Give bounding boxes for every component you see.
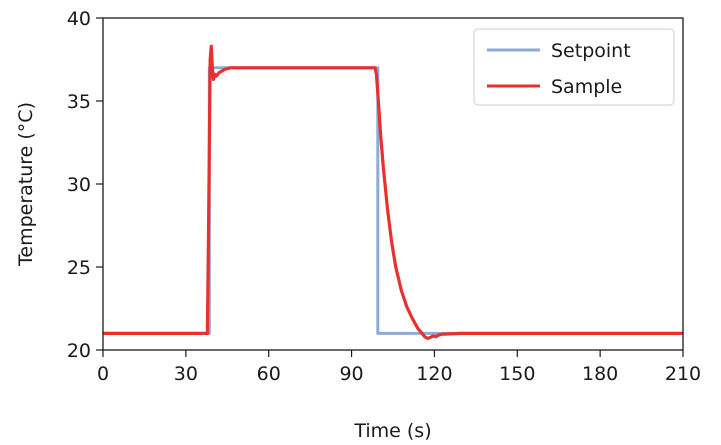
x-tick-label: 90: [339, 363, 363, 385]
y-tick-label: 25: [67, 257, 91, 279]
legend-label-sample: Sample: [551, 76, 622, 98]
x-axis-ticks: 0 30 60 90 120 150 180 210: [97, 350, 701, 385]
x-tick-label: 150: [499, 363, 535, 385]
y-tick-label: 30: [67, 174, 91, 196]
legend-label-setpoint: Setpoint: [551, 40, 631, 62]
series-line-sample: [103, 44, 683, 340]
x-tick-label: 210: [665, 363, 701, 385]
x-tick-label: 180: [582, 363, 618, 385]
x-axis-label: Time (s): [353, 420, 431, 442]
y-axis-label: Temperature (°C): [15, 102, 37, 267]
x-tick-label: 0: [97, 363, 109, 385]
x-tick-label: 30: [174, 363, 198, 385]
y-tick-label: 35: [67, 91, 91, 113]
x-tick-label: 60: [257, 363, 281, 385]
x-tick-label: 120: [416, 363, 452, 385]
series-layer: [103, 44, 683, 340]
y-axis-ticks: 20 25 30 35 40: [67, 8, 103, 362]
legend: Setpoint Sample: [473, 28, 675, 106]
y-tick-label: 40: [67, 8, 91, 30]
y-tick-label: 20: [67, 340, 91, 362]
series-line-setpoint: [103, 66, 683, 335]
